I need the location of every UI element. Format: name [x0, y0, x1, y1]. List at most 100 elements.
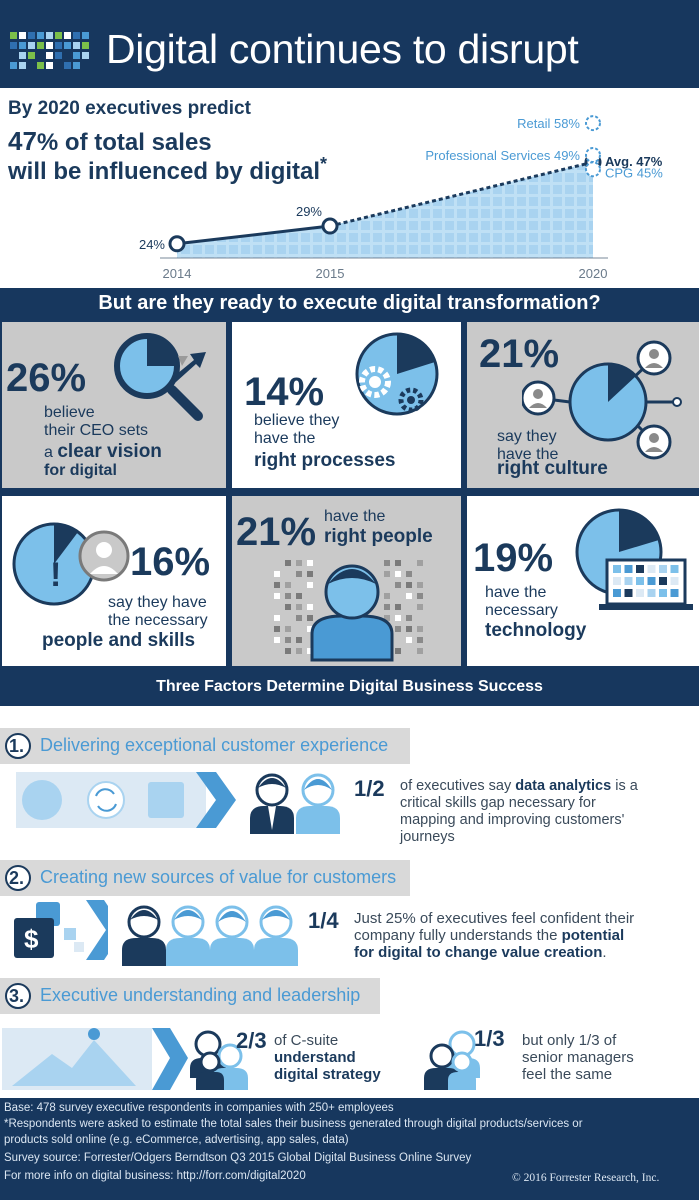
annotation-point: [585, 147, 601, 164]
mountain-peak-icon: [2, 1028, 188, 1090]
prediction-headline: 47% of total sales: [8, 126, 212, 156]
gears-pie-icon: [355, 332, 439, 416]
data-point: [321, 217, 339, 235]
stat-card-processes: 14% believe they have the right processe…: [232, 322, 461, 488]
factor-2-bar: [0, 860, 410, 896]
stat-text: right processes: [254, 450, 396, 471]
person-bust-icon: [274, 560, 423, 662]
factor-1-number: 1.: [9, 736, 25, 756]
stat-pct: 14%: [244, 370, 325, 414]
stat-text: believe: [44, 404, 95, 421]
stat-pct: 21%: [479, 332, 560, 376]
footer-link[interactable]: For more info on digital business: http:…: [4, 1170, 306, 1182]
stat-text: have the: [485, 584, 547, 601]
prediction-headline-2: will be influenced by digital*: [8, 154, 328, 185]
stat-card-ceo-vision: 26% believe their CEO sets a clear visio…: [2, 322, 226, 488]
factor-3-title: Executive understanding and leadership: [40, 985, 361, 1005]
pixel-logo-icon: [10, 32, 89, 69]
factors-band: [0, 668, 699, 706]
stat-text: say they: [497, 428, 557, 445]
annotation-label: CPG 45%: [605, 165, 663, 180]
stat-text: have the: [497, 446, 559, 463]
stat-text: their CEO sets: [44, 422, 149, 439]
annotation-label: Retail 58%: [517, 116, 580, 131]
stat-pct: 21%: [236, 510, 317, 554]
sales-chart: 2014 2015 2020 24% 29% Retail 58% Professional…: [139, 115, 663, 281]
annotation-point: [585, 115, 601, 132]
managers-group-icon: [424, 1030, 480, 1090]
header-banner: [0, 0, 699, 88]
value-dollar-icon: $: [14, 900, 108, 960]
data-label: 29%: [296, 204, 322, 219]
magnifier-pie-icon: [114, 333, 206, 421]
number-circle-icon: [5, 983, 31, 1009]
footer-note: *Respondents were asked to estimate the …: [4, 1118, 583, 1130]
ready-heading: But are they ready to execute digital tr…: [98, 292, 601, 314]
factor-3-bar: [0, 978, 380, 1014]
prediction-intro: By 2020 executives predict: [8, 98, 251, 119]
factor-1-title: Delivering exceptional customer experien…: [40, 735, 389, 755]
stat-pct: 16%: [130, 540, 211, 584]
stat-text: for digital: [44, 462, 117, 479]
stat-text: right people: [324, 526, 433, 547]
stat-text: necessary: [485, 602, 558, 619]
stat-text: the necessary: [108, 612, 208, 629]
four-executives-icon: [122, 905, 298, 966]
annotation-point: [585, 161, 601, 178]
factor-3a-desc: of C-suite understand digital strategy: [274, 1032, 381, 1083]
data-point: [168, 235, 186, 253]
factor-2-number: 2.: [9, 868, 25, 888]
x-tick-label: 2014: [163, 266, 192, 281]
annotation-label: Professional Services 49%: [425, 148, 580, 163]
executives-icon: [250, 773, 340, 834]
factor-2-fraction: 1/4: [308, 908, 339, 933]
x-tick-label: 2015: [316, 266, 345, 281]
annotation-label: Avg. 47%: [605, 154, 663, 169]
copyright: © 2016 Forrester Research, Inc.: [512, 1172, 660, 1184]
stat-text: a clear vision: [44, 441, 162, 462]
stat-card-technology: 19% have the necessary technology: [467, 496, 699, 666]
factor-2-title: Creating new sources of value for custom…: [40, 867, 397, 887]
svg-text:$: $: [24, 924, 39, 954]
series-line-projected: [329, 160, 594, 228]
stat-card-skills: 16% say they have the necessary people a…: [2, 496, 226, 666]
stat-text: believe they: [254, 412, 340, 429]
factor-3a-fraction: 2/3: [236, 1028, 267, 1053]
stat-pct: 26%: [6, 356, 87, 400]
data-label: 24%: [139, 237, 165, 252]
stat-pct: 19%: [473, 536, 554, 580]
stat-text: right culture: [497, 458, 608, 479]
chart-area-pattern: [177, 162, 593, 258]
factors-heading: Three Factors Determine Digital Business…: [156, 678, 543, 695]
factor-3-number: 3.: [9, 986, 25, 1006]
factor-1-desc: of executives say data analytics is a cr…: [400, 778, 638, 845]
person-pie-icon: !: [12, 522, 130, 606]
stat-text: say they have: [108, 594, 207, 611]
page-title: Digital continues to disrupt: [106, 26, 579, 72]
footer-base: Base: 478 survey executive respondents i…: [4, 1102, 394, 1114]
stat-text: have the: [254, 430, 316, 447]
stat-card-people: 21% have the right people: [232, 496, 461, 666]
laptop-pie-icon: [575, 508, 693, 610]
ready-band: [0, 288, 699, 322]
csuite-group-icon: [190, 1030, 248, 1090]
factor-1-bar: [0, 728, 410, 764]
footer-note-cont: products sold online (e.g. eCommerce, ad…: [4, 1134, 349, 1146]
stat-text: have the: [324, 508, 386, 525]
footer-source: Survey source: Forrester/Odgers Berndtso…: [4, 1152, 472, 1164]
number-circle-icon: [5, 733, 31, 759]
factor-2-desc: Just 25% of executives feel confident th…: [354, 910, 635, 961]
factor-3b-desc: but only 1/3 of senior managers feel the…: [522, 1032, 634, 1083]
customer-journey-icon: [16, 772, 236, 828]
series-line: [176, 224, 331, 246]
footer: [0, 1098, 699, 1200]
factor-3b-fraction: 1/3: [474, 1026, 505, 1051]
stat-card-culture: 21% say they have the right culture: [467, 322, 699, 488]
factor-1-fraction: 1/2: [354, 776, 385, 801]
x-tick-label: 2020: [579, 266, 608, 281]
stat-text: technology: [485, 620, 587, 641]
network-pie-icon: [522, 340, 682, 460]
svg-text:!: !: [50, 556, 61, 594]
number-circle-icon: [5, 865, 31, 891]
stat-text: people and skills: [42, 630, 196, 651]
